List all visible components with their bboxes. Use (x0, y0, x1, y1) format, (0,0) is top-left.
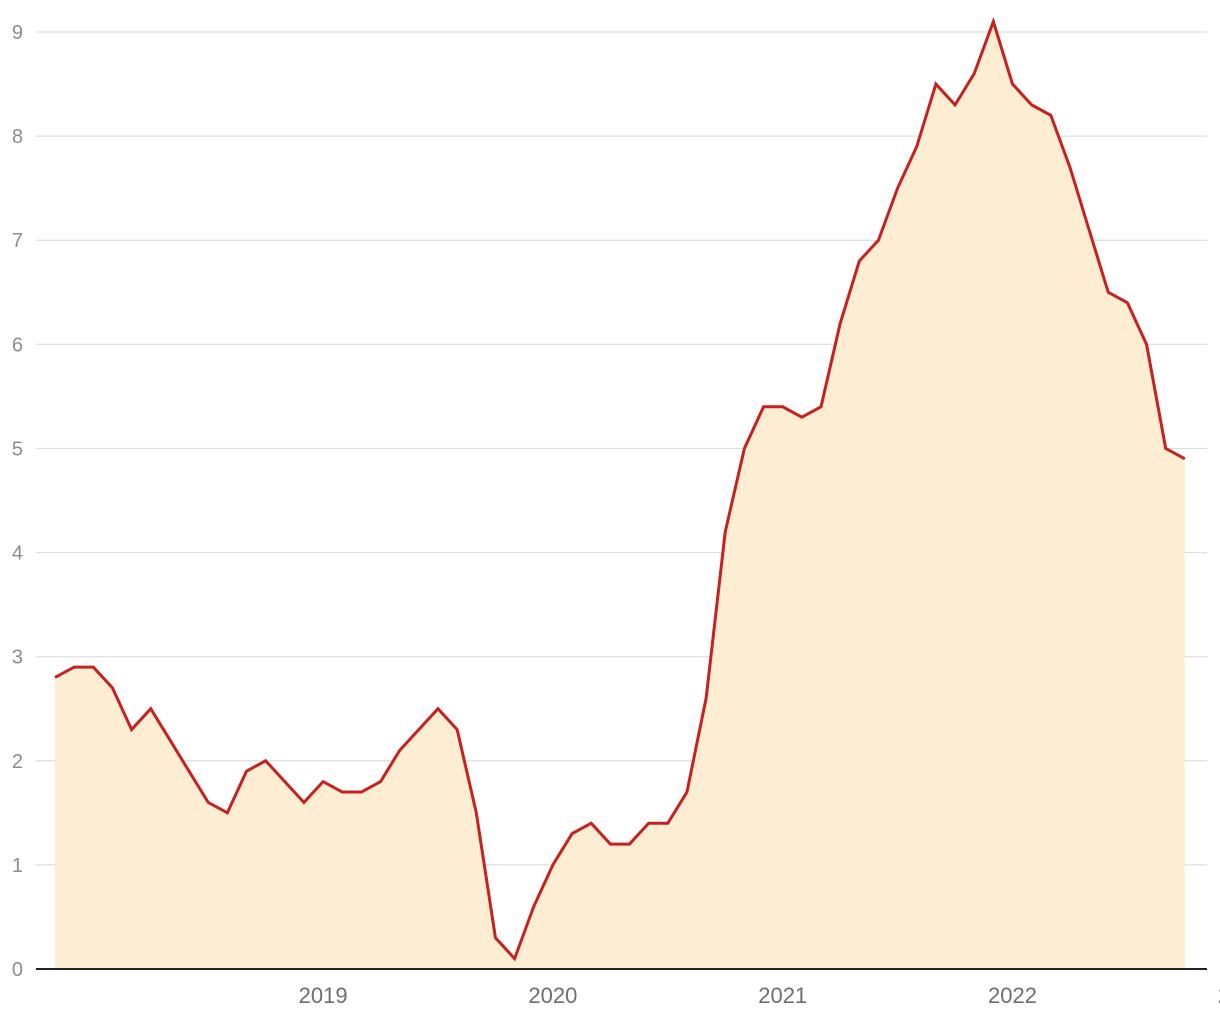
gridlines (36, 31, 1207, 866)
y-tick-label-9: 9 (12, 22, 23, 44)
y-tick-label-7: 7 (12, 230, 23, 252)
series-area-fill (55, 21, 1185, 969)
y-tick-label-3: 3 (12, 647, 23, 669)
x-tick-label-2022: 2022 (988, 983, 1037, 1008)
x-tick-label-2021: 2021 (758, 983, 807, 1008)
x-tick-label-2019: 2019 (299, 983, 348, 1008)
x-tick-label-2023: 2023 (1218, 983, 1220, 1008)
series-line-layer (54, 16, 1186, 962)
y-tick-label-0: 0 (12, 959, 23, 981)
area-fill-layer (55, 21, 1185, 969)
series-line (54, 16, 1186, 962)
y-axis-tick-labels: 0 1 2 3 4 5 6 7 8 9 (12, 22, 23, 981)
y-tick-label-4: 4 (12, 543, 23, 565)
y-tick-label-6: 6 (12, 334, 23, 356)
y-tick-label-1: 1 (12, 855, 23, 877)
y-tick-label-5: 5 (12, 438, 23, 460)
y-tick-label-8: 8 (12, 126, 23, 148)
x-tick-label-2020: 2020 (528, 983, 577, 1008)
y-tick-label-2: 2 (12, 751, 23, 773)
x-axis-tick-labels: 2019 2020 2021 2022 2023 (299, 983, 1220, 1008)
